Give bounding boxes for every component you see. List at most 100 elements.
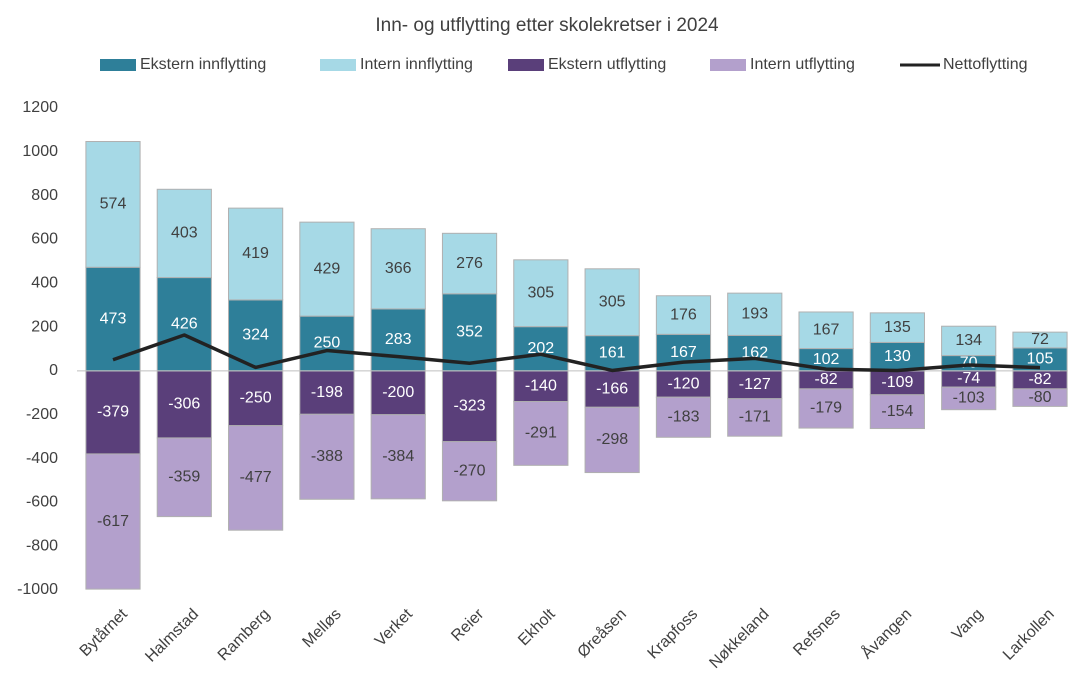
- bar: [156, 188, 212, 279]
- y-tick-label: 800: [31, 187, 58, 204]
- data-label: 366: [385, 260, 412, 277]
- bar: [798, 311, 854, 350]
- data-label: -109: [881, 374, 913, 391]
- bar: [513, 259, 569, 328]
- data-label: 134: [955, 332, 982, 349]
- data-label: -82: [1028, 371, 1051, 388]
- data-label: 202: [527, 340, 554, 357]
- data-label: -198: [311, 384, 343, 401]
- y-tick-label: 0: [49, 362, 58, 379]
- x-tick-label: Reier: [448, 605, 488, 645]
- data-label: 305: [527, 284, 554, 301]
- x-tick-label: Åvangen: [857, 604, 915, 662]
- y-tick-label: 1200: [22, 99, 58, 116]
- data-label: -166: [596, 380, 628, 397]
- y-tick-label: -800: [26, 537, 58, 554]
- x-tick-label: Øreåsen: [574, 605, 630, 661]
- bar: [1012, 331, 1068, 349]
- bar: [584, 268, 640, 337]
- data-label: -379: [97, 404, 129, 421]
- data-label: -323: [454, 398, 486, 415]
- bar: [299, 413, 355, 500]
- data-label: 283: [385, 331, 412, 348]
- chart-title: Inn- og utflytting etter skolekretser i …: [375, 15, 719, 36]
- data-label: -477: [240, 469, 272, 486]
- bar: [584, 406, 640, 474]
- y-tick-label: -1000: [17, 581, 58, 598]
- data-label: 305: [599, 293, 626, 310]
- bar: [228, 370, 284, 427]
- data-label: 105: [1027, 351, 1054, 368]
- y-tick-label: 600: [31, 231, 58, 248]
- data-label: 473: [100, 310, 127, 327]
- x-tick-label: Vang: [949, 606, 987, 644]
- x-tick-label: Ekholt: [515, 605, 559, 649]
- data-label: -306: [168, 396, 200, 413]
- data-label: -103: [953, 390, 985, 407]
- data-label: 130: [884, 348, 911, 365]
- data-label: -140: [525, 377, 557, 394]
- data-label: 102: [813, 351, 840, 368]
- data-label: 426: [171, 315, 198, 332]
- data-label: 176: [670, 306, 697, 323]
- data-label: 167: [813, 321, 840, 338]
- data-label: -617: [97, 513, 129, 530]
- bar: [299, 315, 355, 372]
- bar: [370, 414, 426, 500]
- data-label: -74: [957, 370, 980, 387]
- bar: [513, 370, 569, 403]
- legend-swatch: [710, 59, 746, 71]
- data-label: 167: [670, 344, 697, 361]
- legend-label: Ekstern utflytting: [548, 56, 666, 73]
- data-label: 276: [456, 255, 483, 272]
- data-label: -270: [454, 462, 486, 479]
- data-label: 70: [960, 354, 978, 371]
- y-tick-label: -200: [26, 406, 58, 423]
- x-tick-label: Bytårnet: [76, 605, 131, 660]
- bar: [727, 398, 783, 437]
- data-label: -154: [881, 403, 913, 420]
- x-tick-label: Krapfoss: [645, 606, 702, 663]
- data-label: 324: [242, 327, 269, 344]
- bar: [869, 394, 925, 430]
- x-tick-label: Melløs: [299, 606, 344, 651]
- bar: [85, 141, 141, 268]
- data-label: 429: [314, 260, 341, 277]
- y-tick-label: 400: [31, 274, 58, 291]
- bar: [156, 277, 212, 372]
- legend-swatch: [100, 59, 136, 71]
- bar: [513, 326, 569, 372]
- data-label: -298: [596, 431, 628, 448]
- bar: [441, 293, 498, 372]
- bar: [370, 308, 426, 372]
- legend-swatch: [508, 59, 544, 71]
- data-label: 161: [599, 344, 626, 361]
- legend-swatch: [320, 59, 356, 71]
- data-label: -179: [810, 400, 842, 417]
- data-label: 419: [242, 245, 269, 262]
- data-label: 193: [741, 305, 768, 322]
- bar: [798, 388, 854, 429]
- bar: [727, 334, 783, 372]
- bar: [299, 221, 355, 317]
- bar: [85, 370, 141, 455]
- bar: [655, 295, 712, 335]
- data-label: -250: [240, 390, 272, 407]
- bar: [228, 425, 284, 531]
- bar: [941, 325, 997, 357]
- x-tick-label: Ramberg: [215, 606, 274, 665]
- bar: [299, 370, 355, 415]
- bar: [655, 396, 712, 438]
- x-tick-label: Halmstad: [142, 606, 202, 666]
- legend-label: Intern innflytting: [360, 56, 473, 73]
- data-label: -291: [525, 425, 557, 442]
- bar: [727, 292, 783, 336]
- bar: [1012, 388, 1068, 407]
- bar: [513, 401, 569, 466]
- bar: [156, 437, 212, 518]
- y-tick-label: -400: [26, 450, 58, 467]
- data-label: -359: [168, 468, 200, 485]
- bar: [941, 386, 997, 411]
- x-tick-label: Larkollen: [1000, 606, 1058, 664]
- bar: [584, 370, 640, 408]
